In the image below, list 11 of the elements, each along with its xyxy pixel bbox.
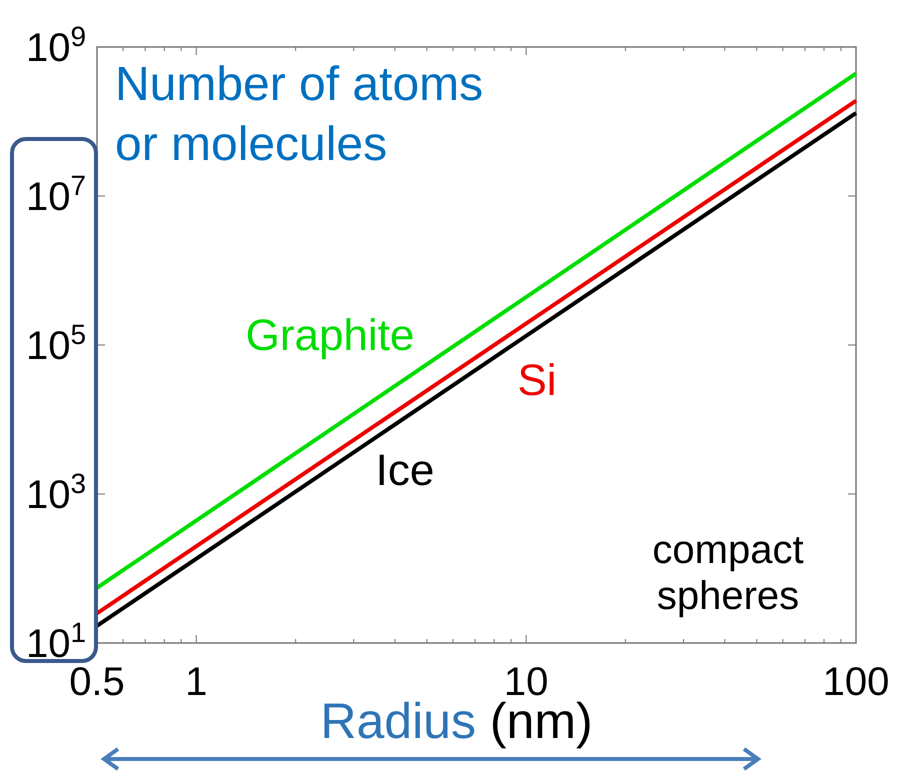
series-label: Ice [376,446,434,495]
annotation: compact spheres [652,528,804,618]
x-tick-label: 1 [185,660,208,704]
y-tick-label: 10$^{7}$ [26,170,86,219]
y-tick-label: 10$^{9}$ [26,20,86,70]
text: Number of atoms or molecules [115,58,484,171]
series-label: Si [517,356,557,405]
series-label: Graphite [246,311,414,360]
y-tick-label: 10$^{5}$ [26,318,86,368]
x-tick-label: 100 [822,660,890,704]
y-tick-label: 10$^{3}$ [26,468,86,517]
